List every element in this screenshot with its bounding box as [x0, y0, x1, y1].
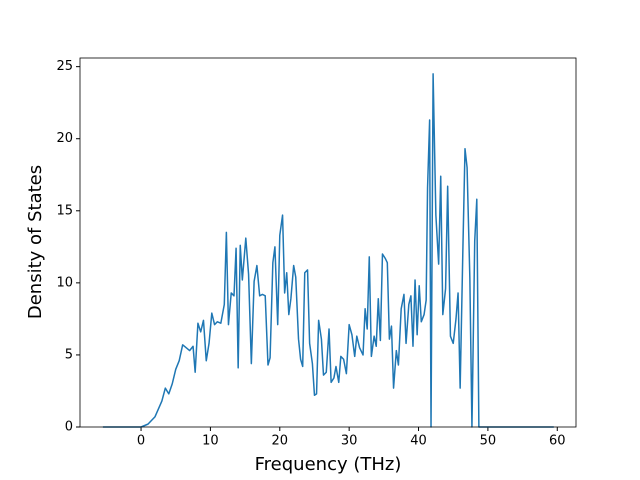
y-tick-label: 20 [56, 131, 73, 146]
data-line [102, 73, 554, 428]
y-tick-label: 0 [65, 420, 73, 435]
x-axis-label: Frequency (THz) [255, 454, 402, 475]
y-tick-label: 15 [56, 203, 73, 218]
x-tick-label: 0 [137, 434, 145, 449]
x-tick-label: 10 [202, 434, 219, 449]
x-tick-label: 20 [272, 434, 289, 449]
plot-frame [79, 57, 577, 428]
y-tick-label: 10 [56, 275, 73, 290]
y-axis-label: Density of States [25, 165, 46, 319]
y-tick-label: 25 [56, 59, 73, 74]
y-tick-label: 5 [65, 347, 73, 362]
x-tick-label: 30 [341, 434, 358, 449]
x-tick-label: 40 [410, 434, 427, 449]
x-tick-label: 50 [480, 434, 497, 449]
x-tick-label: 60 [549, 434, 566, 449]
